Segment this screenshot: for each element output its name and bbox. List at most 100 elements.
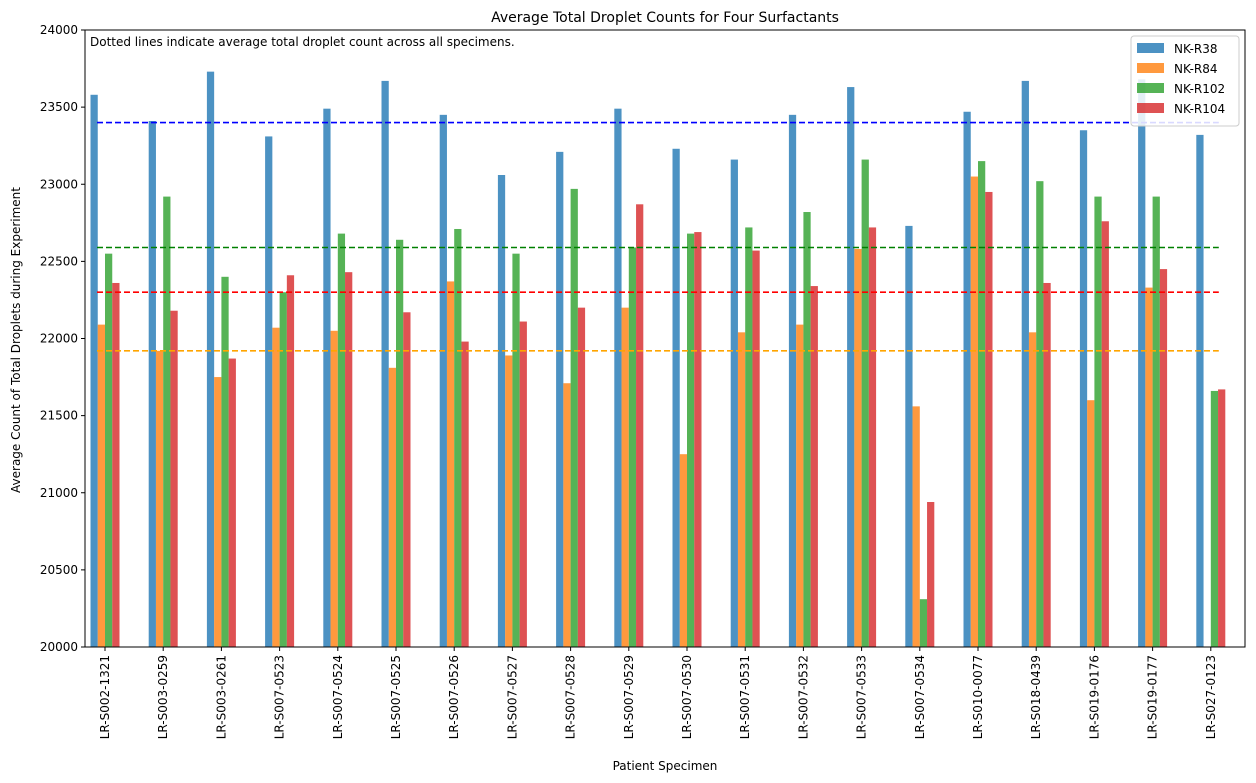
x-tick-label: LR-S007-0527	[505, 655, 519, 739]
bar-nk-r38-lr-s019-0176	[1079, 130, 1088, 647]
bar-nk-r84-lr-s007-0528	[563, 383, 571, 647]
bar-nk-r84-lr-s007-0527	[505, 355, 513, 647]
legend: NK-R38 NK-R84 NK-R102 NK-R104	[1130, 35, 1240, 127]
bar-nk-r102-lr-s019-0176	[1094, 196, 1102, 647]
bar-nk-r102-lr-s027-0123	[1210, 390, 1219, 647]
bar-nk-r102-lr-s007-0526	[454, 228, 462, 648]
bar-nk-r38-lr-s007-0527	[497, 175, 506, 647]
bar-nk-r104-lr-s007-0532	[810, 286, 818, 647]
y-tick-label: 23500	[40, 100, 78, 114]
x-tick-label: LR-S027-0123	[1204, 655, 1218, 739]
bar-nk-r38-lr-s019-0177	[1138, 79, 1146, 648]
bar-nk-r84-lr-s007-0524	[330, 330, 338, 647]
bar-nk-r84-lr-s007-0526	[446, 281, 455, 647]
bar-nk-r38-lr-s007-0530	[672, 148, 680, 647]
bar-nk-r104-lr-s007-0527	[519, 321, 527, 647]
bar-nk-r84-lr-s018-0439	[1028, 332, 1037, 647]
bar-nk-r38-lr-s007-0528	[556, 151, 564, 648]
chart-title: Average Total Droplet Counts for Four Su…	[491, 10, 839, 26]
x-tick-label: LR-S019-0177	[1146, 655, 1160, 739]
bar-nk-r38-lr-s002-1321	[90, 94, 98, 647]
y-tick-label: 22500	[40, 254, 78, 268]
bar-nk-r84-lr-s003-0259	[155, 350, 164, 647]
bar-nk-r84-lr-s002-1321	[97, 324, 105, 647]
bar-nk-r104-lr-s007-0524	[345, 272, 353, 647]
mean-lines-group	[97, 121, 1219, 352]
bar-nk-r104-lr-s019-0177	[1159, 269, 1168, 647]
bar-nk-r38-lr-s007-0531	[730, 159, 738, 647]
x-tick-label: LR-S007-0524	[331, 655, 345, 739]
legend-swatch-nk-r102	[1137, 83, 1164, 93]
bar-nk-r38-lr-s007-0524	[323, 108, 331, 648]
bar-nk-r102-lr-s018-0439	[1036, 181, 1044, 648]
y-tick-label: 24000	[40, 23, 78, 37]
legend-label-nk-r84: NK-R84	[1174, 62, 1218, 76]
bar-nk-r102-lr-s007-0527	[512, 253, 520, 647]
bar-nk-r84-lr-s007-0531	[737, 332, 746, 647]
bar-nk-r102-lr-s007-0529	[628, 247, 637, 648]
bar-nk-r102-lr-s002-1321	[105, 253, 113, 647]
bar-nk-r84-lr-s007-0525	[388, 367, 396, 647]
bar-nk-r104-lr-s007-0528	[577, 307, 586, 647]
bar-nk-r102-lr-s019-0177	[1152, 196, 1160, 647]
bar-nk-r102-lr-s007-0524	[337, 233, 346, 648]
bar-nk-r38-lr-s018-0439	[1021, 80, 1029, 647]
y-tick-label: 20000	[40, 640, 78, 654]
bar-nk-r104-lr-s018-0439	[1043, 282, 1051, 647]
x-axis-label: Patient Specimen	[613, 759, 718, 773]
bar-nk-r102-lr-s007-0528	[570, 188, 578, 647]
bar-nk-r102-lr-s007-0532	[803, 212, 811, 647]
bar-nk-r84-lr-s019-0177	[1145, 287, 1153, 647]
bar-nk-r38-lr-s010-0077	[963, 111, 971, 647]
bar-nk-r84-lr-s007-0533	[854, 249, 862, 647]
bar-nk-r104-lr-s007-0533	[868, 227, 877, 647]
legend-label-nk-r104: NK-R104	[1174, 102, 1225, 116]
bar-nk-r102-lr-s007-0531	[745, 227, 753, 647]
bars-group	[90, 71, 1226, 648]
bar-nk-r104-lr-s007-0530	[694, 232, 702, 647]
x-tick-label: LR-S007-0531	[738, 655, 752, 739]
bar-nk-r38-lr-s007-0523	[265, 136, 273, 647]
legend-swatch-nk-r104	[1137, 103, 1164, 113]
y-tick-label: 22000	[40, 332, 78, 346]
bar-nk-r104-lr-s019-0176	[1101, 221, 1109, 647]
y-tick-label: 20500	[40, 563, 78, 577]
bar-nk-r104-lr-s007-0534	[927, 502, 935, 647]
y-axis-label: Average Count of Total Droplets during E…	[9, 187, 23, 493]
bar-nk-r38-lr-s007-0534	[905, 225, 913, 647]
bar-nk-r104-lr-s007-0523	[286, 275, 295, 647]
y-tick-label: 21500	[40, 409, 78, 423]
bar-nk-r84-lr-s010-0077	[970, 176, 978, 648]
bar-nk-r84-lr-s007-0523	[272, 327, 280, 647]
x-tick-label: LR-S003-0261	[214, 655, 228, 739]
bar-nk-r102-lr-s003-0259	[163, 196, 171, 647]
bar-nk-r104-lr-s010-0077	[985, 191, 993, 647]
x-tick-label: LR-S007-0526	[447, 655, 461, 739]
bar-nk-r104-lr-s027-0123	[1218, 389, 1226, 647]
bar-nk-r102-lr-s010-0077	[978, 161, 986, 648]
bar-nk-r84-lr-s007-0530	[679, 454, 687, 647]
bar-nk-r38-lr-s003-0261	[206, 71, 215, 647]
x-tick-label: LR-S007-0523	[273, 655, 287, 739]
x-tick-label: LR-S007-0534	[913, 655, 927, 739]
x-axis: LR-S002-1321 LR-S003-0259 LR-S003-0261 LR-S…	[98, 647, 1218, 739]
bar-nk-r104-lr-s007-0526	[461, 341, 469, 647]
bar-nk-r102-lr-s003-0261	[221, 276, 229, 647]
bar-nk-r102-lr-s007-0530	[687, 233, 695, 648]
bar-nk-r84-lr-s007-0529	[621, 307, 629, 647]
x-tick-label: LR-S002-1321	[98, 655, 112, 739]
bar-nk-r104-lr-s007-0529	[636, 204, 644, 648]
y-tick-label: 23000	[40, 177, 78, 191]
bar-nk-r84-lr-s019-0176	[1087, 400, 1095, 647]
bar-nk-r104-lr-s002-1321	[112, 282, 120, 647]
bar-nk-r104-lr-s003-0259	[170, 310, 178, 647]
bar-nk-r38-lr-s007-0529	[614, 108, 622, 648]
bar-nk-r102-lr-s007-0525	[396, 239, 404, 647]
bar-nk-r102-lr-s007-0533	[861, 159, 869, 647]
plot-frame	[84, 29, 1246, 648]
bar-nk-r84-lr-s003-0261	[214, 377, 222, 647]
bar-nk-r102-lr-s007-0534	[919, 599, 928, 647]
bar-nk-r38-lr-s007-0526	[439, 114, 447, 648]
bar-nk-r38-lr-s007-0532	[788, 114, 797, 648]
